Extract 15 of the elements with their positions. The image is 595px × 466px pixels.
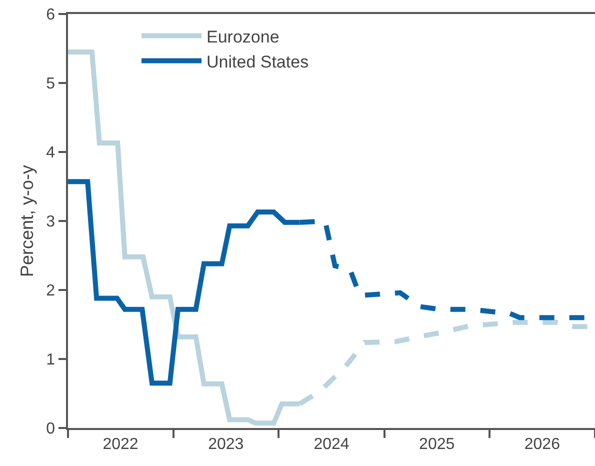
y-tick-label: 4 xyxy=(46,144,56,162)
y-tick-label: 1 xyxy=(46,352,56,369)
x-tick-label: 2023 xyxy=(208,436,244,453)
y-tick-label: 0 xyxy=(46,420,56,438)
x-tick-label: 2022 xyxy=(102,436,138,453)
x-tick-label: 2026 xyxy=(524,436,560,453)
y-tick-label: 3 xyxy=(46,214,56,231)
y-tick-label: 6 xyxy=(46,6,56,24)
x-tick-label: 2025 xyxy=(419,436,455,453)
x-tick-label: 2024 xyxy=(314,436,350,453)
y-tick-label: 5 xyxy=(46,76,56,93)
y-axis-title: Percent, y-o-y xyxy=(16,164,37,278)
y-tick-label: 2 xyxy=(46,282,56,300)
legend-label: Eurozone xyxy=(206,27,280,46)
legend-label: United States xyxy=(206,52,309,72)
